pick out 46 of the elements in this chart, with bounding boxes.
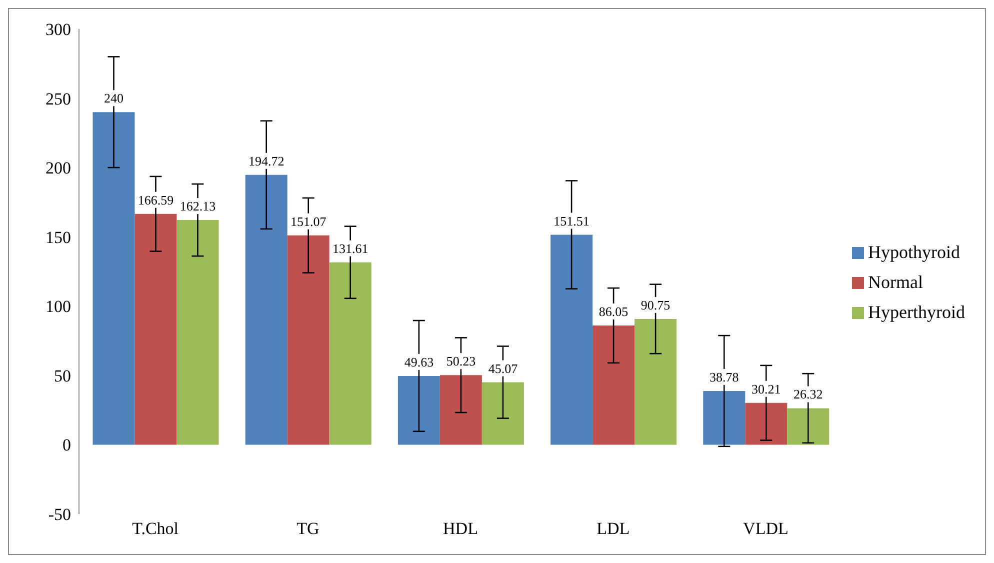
y-tick-label: 0 [62,436,71,455]
y-tick-label: 200 [46,158,71,178]
y-tick-label: 50 [54,366,71,386]
x-tick-label: TG [296,519,320,538]
y-tick-label: 250 [46,89,71,108]
legend-label: Hyperthyroid [868,302,965,322]
bar [634,318,677,445]
x-tick-label: HDL [443,519,478,538]
legend-label: Normal [868,272,923,292]
data-label: 86.05 [598,304,628,319]
y-tick-label: 150 [46,228,71,247]
bar [134,214,177,445]
data-label: 162.13 [180,198,216,214]
x-tick-label: VLDL [743,519,788,538]
data-label: 90.75 [640,297,670,312]
data-label: 194.72 [248,153,284,168]
y-tick-label: -50 [48,505,71,524]
data-label: 26.32 [794,386,823,402]
x-tick-label: T.Chol [132,519,179,538]
bar [440,375,482,445]
bar [703,390,746,445]
bar [287,235,330,445]
bar [398,376,440,445]
x-tick-label: LDL [596,519,630,538]
bar [176,220,219,445]
bar [92,112,135,445]
bar [482,382,524,445]
bar [550,234,593,445]
bar [245,174,288,445]
bar [787,408,830,445]
data-label: 38.78 [710,369,739,384]
bar [745,402,788,445]
legend-label: Hypothyroid [868,242,960,262]
y-tick-label: 300 [46,20,71,40]
data-label: 45.07 [488,360,518,376]
data-label: 30.21 [752,381,781,396]
data-label: 166.59 [138,192,174,208]
data-label: 50.23 [446,354,476,369]
data-label: 240 [104,90,124,106]
data-label: 49.63 [404,354,434,370]
bar [592,325,635,445]
y-tick-label: 100 [46,297,71,316]
data-label: 151.07 [290,214,327,229]
data-label: 151.51 [554,213,590,228]
bar [329,262,372,445]
data-label: 131.61 [332,240,368,256]
